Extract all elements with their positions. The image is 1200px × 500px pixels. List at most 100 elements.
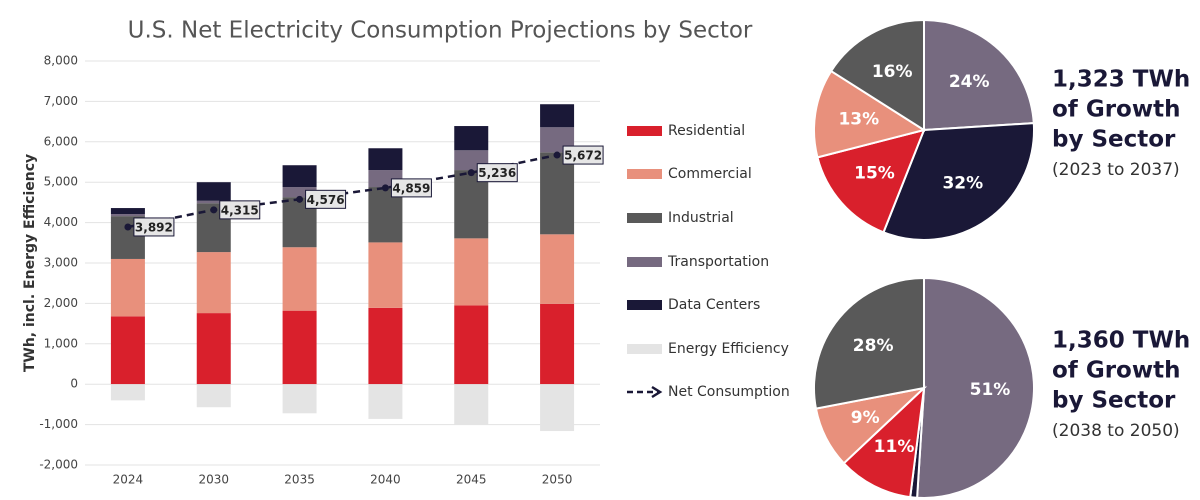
- y-tick-label: 4,000: [44, 215, 78, 229]
- net-point: [210, 206, 218, 214]
- pie-label: 15%: [854, 164, 895, 184]
- legend-swatch: [627, 344, 662, 354]
- value-label: 5,236: [478, 166, 516, 180]
- bar-segment: [540, 152, 575, 235]
- pie-label: 16%: [872, 62, 913, 82]
- pie-headline: by Sector: [1052, 127, 1176, 153]
- legend-label: Energy Efficiency: [668, 341, 789, 357]
- bar-segment: [282, 165, 317, 188]
- value-label-box: [390, 178, 432, 198]
- legend-swatch: [627, 300, 662, 310]
- y-tick-label: -2,000: [39, 458, 78, 472]
- pie-label: 11%: [874, 437, 915, 457]
- legend-swatch: [627, 213, 662, 223]
- y-tick-label: 5,000: [44, 175, 78, 189]
- pie-slice: [813, 276, 925, 410]
- net-point: [553, 151, 561, 159]
- pie-slice: [842, 385, 926, 499]
- y-tick-label: 2,000: [44, 296, 78, 310]
- value-label-box: [133, 217, 175, 237]
- bar-segment: [282, 187, 317, 198]
- chart-title: U.S. Net Electricity Consumption Project…: [128, 18, 753, 44]
- value-label: 3,892: [135, 220, 173, 234]
- pie-slice: [882, 122, 1035, 241]
- bar-segment: [540, 234, 575, 304]
- pie-label: 51%: [970, 380, 1011, 400]
- pie-label: 32%: [942, 173, 983, 193]
- bar-segment: [454, 384, 489, 426]
- pie-headline: of Growth: [1052, 97, 1180, 123]
- bar-segment: [196, 384, 231, 408]
- legend-swatch: [627, 257, 662, 267]
- bar-segment: [540, 384, 575, 432]
- y-tick-label: 8,000: [44, 54, 78, 68]
- pie-headline: 1,323 TWh: [1052, 67, 1190, 93]
- value-label-box: [476, 163, 518, 183]
- y-tick-label: 0: [70, 377, 78, 391]
- bar-segment: [110, 208, 145, 215]
- pie-label: 28%: [853, 336, 894, 356]
- pie-headline: of Growth: [1052, 358, 1180, 384]
- pie-slice: [816, 128, 926, 234]
- bar-segment: [282, 384, 317, 414]
- pie-slice: [923, 18, 1035, 132]
- pie-label: 24%: [949, 72, 990, 92]
- bar-segment: [196, 182, 231, 201]
- bar-segment: [196, 200, 231, 204]
- x-tick-label: 2035: [284, 473, 315, 487]
- value-label-box: [562, 145, 604, 165]
- bar-segment: [110, 214, 145, 217]
- value-label: 4,315: [221, 203, 259, 217]
- value-label-box: [305, 189, 347, 209]
- x-tick-label: 2045: [456, 473, 487, 487]
- x-tick-label: 2050: [542, 473, 573, 487]
- bar-segment: [368, 384, 403, 419]
- bar-segment: [368, 148, 403, 171]
- bar-segment: [110, 316, 145, 385]
- legend-arrow: [651, 385, 663, 399]
- legend-label: Net Consumption: [668, 384, 790, 400]
- y-tick-label: 1,000: [44, 336, 78, 350]
- pie-subtitle: (2038 to 2050): [1052, 421, 1180, 441]
- legend-label: Data Centers: [668, 297, 760, 313]
- bar-segment: [540, 303, 575, 385]
- value-label: 4,859: [392, 181, 430, 195]
- value-label: 5,672: [564, 149, 602, 163]
- bar-segment: [282, 310, 317, 385]
- bar-segment: [196, 252, 231, 314]
- pie-subtitle: (2023 to 2037): [1052, 160, 1180, 180]
- y-tick-label: 3,000: [44, 256, 78, 270]
- legend-swatch: [627, 169, 662, 179]
- y-axis-label: TWh, incl. Energy Efficiency: [22, 154, 38, 372]
- bar-segment: [110, 384, 145, 401]
- legend-label: Transportation: [667, 254, 769, 270]
- y-tick-label: -1,000: [39, 417, 78, 431]
- legend-label: Residential: [668, 123, 745, 139]
- bar-segment: [454, 305, 489, 385]
- legend-swatch: [627, 126, 662, 136]
- legend-label: Industrial: [668, 210, 734, 226]
- bar-segment: [110, 258, 145, 317]
- x-tick-label: 2024: [113, 473, 144, 487]
- bar-segment: [368, 307, 403, 385]
- pie-slice: [829, 18, 925, 132]
- legend-label: Commercial: [668, 166, 752, 182]
- pie-slice: [916, 276, 1035, 499]
- pie-headline: 1,360 TWh: [1052, 328, 1190, 354]
- y-tick-label: 7,000: [44, 94, 78, 108]
- bar-segment: [454, 238, 489, 306]
- bar-segment: [282, 247, 317, 311]
- net-point: [467, 169, 475, 177]
- bar-segment: [454, 126, 489, 151]
- net-point: [381, 184, 389, 192]
- y-tick-label: 6,000: [44, 134, 78, 148]
- net-point: [296, 195, 304, 203]
- value-label: 4,576: [307, 193, 345, 207]
- bar-segment: [196, 313, 231, 385]
- bar-segment: [368, 242, 403, 308]
- pie-label: 13%: [838, 110, 879, 130]
- pie-slice: [813, 69, 927, 159]
- net-point: [124, 223, 132, 231]
